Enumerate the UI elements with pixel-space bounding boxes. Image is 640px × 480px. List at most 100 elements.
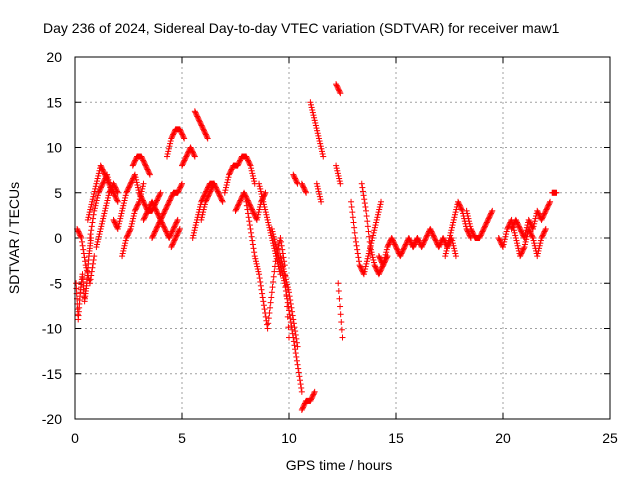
data-point <box>517 253 524 260</box>
data-point <box>271 238 278 245</box>
data-point <box>131 210 138 217</box>
data-point <box>164 201 171 208</box>
data-point <box>163 228 170 235</box>
data-point <box>98 165 105 172</box>
data-point <box>145 169 152 176</box>
data-point <box>197 119 204 126</box>
data-point <box>179 131 186 138</box>
data-point <box>292 328 299 335</box>
data-point <box>511 229 518 236</box>
grid-lines <box>75 57 610 419</box>
data-point <box>512 216 519 223</box>
data-point <box>242 193 249 200</box>
data-point <box>119 250 126 257</box>
data-point <box>180 160 187 167</box>
data-point <box>167 196 174 203</box>
data-point <box>168 135 175 142</box>
data-point <box>93 200 100 207</box>
data-point <box>337 303 344 310</box>
data-point <box>406 236 413 243</box>
data-point <box>290 316 297 323</box>
data-point <box>380 262 387 269</box>
data-point <box>336 178 343 185</box>
data-point <box>129 218 136 225</box>
data-point <box>249 170 256 177</box>
data-point <box>448 224 455 231</box>
data-point <box>261 306 268 313</box>
data-point <box>375 209 382 216</box>
data-point <box>244 206 251 213</box>
data-point <box>540 231 547 238</box>
data-point <box>168 229 175 236</box>
data-point <box>464 210 471 217</box>
data-point <box>246 201 253 208</box>
data-point <box>522 238 529 245</box>
data-point <box>199 125 206 132</box>
data-point <box>169 241 176 248</box>
data-point <box>293 353 300 360</box>
data-point <box>357 263 364 270</box>
data-point <box>499 242 506 249</box>
data-point <box>367 246 374 253</box>
data-point <box>466 218 473 225</box>
data-point <box>257 185 264 192</box>
data-point <box>248 229 255 236</box>
data-point <box>298 180 305 187</box>
data-point <box>370 229 377 236</box>
data-point <box>523 224 530 231</box>
data-point <box>363 260 370 267</box>
data-point <box>364 223 371 230</box>
data-point <box>111 191 118 198</box>
data-point <box>156 192 163 199</box>
data-point <box>94 238 101 245</box>
data-point <box>351 224 358 231</box>
data-point <box>155 194 162 201</box>
data-point <box>132 206 139 213</box>
data-point <box>314 127 321 134</box>
data-point <box>293 335 300 342</box>
data-point <box>92 202 99 209</box>
data-point <box>374 211 381 218</box>
data-point <box>402 241 409 248</box>
data-point <box>356 258 363 265</box>
data-point <box>253 215 260 222</box>
data-point <box>263 211 270 218</box>
data-point <box>520 245 527 252</box>
data-point <box>482 222 489 229</box>
data-point <box>541 228 548 235</box>
data-point <box>156 191 163 198</box>
data-point <box>513 237 520 244</box>
data-point <box>298 406 305 413</box>
data-point <box>183 152 190 159</box>
data-point <box>138 188 145 195</box>
data-point <box>250 210 257 217</box>
data-point <box>385 241 392 248</box>
data-point <box>456 201 463 208</box>
data-point <box>259 294 266 301</box>
data-point <box>128 178 135 185</box>
data-point <box>272 241 279 248</box>
data-point <box>539 233 546 240</box>
data-point <box>521 244 528 251</box>
data-point <box>512 232 519 239</box>
data-point <box>421 238 428 245</box>
data-point <box>187 144 194 151</box>
data-point <box>200 126 207 133</box>
data-point <box>201 201 208 208</box>
data-point <box>298 384 305 391</box>
data-point <box>420 240 427 247</box>
data-point <box>141 201 148 208</box>
data-point <box>522 229 529 236</box>
data-point <box>170 131 177 138</box>
data-point <box>88 223 95 230</box>
data-point <box>241 189 248 196</box>
y-tick-label: -5 <box>50 275 63 291</box>
data-point <box>255 211 262 218</box>
data-point <box>146 170 153 177</box>
data-point <box>301 185 308 192</box>
data-point <box>269 228 276 235</box>
data-point <box>444 242 451 249</box>
data-point <box>371 224 378 231</box>
data-point <box>539 214 546 221</box>
data-point <box>469 228 476 235</box>
